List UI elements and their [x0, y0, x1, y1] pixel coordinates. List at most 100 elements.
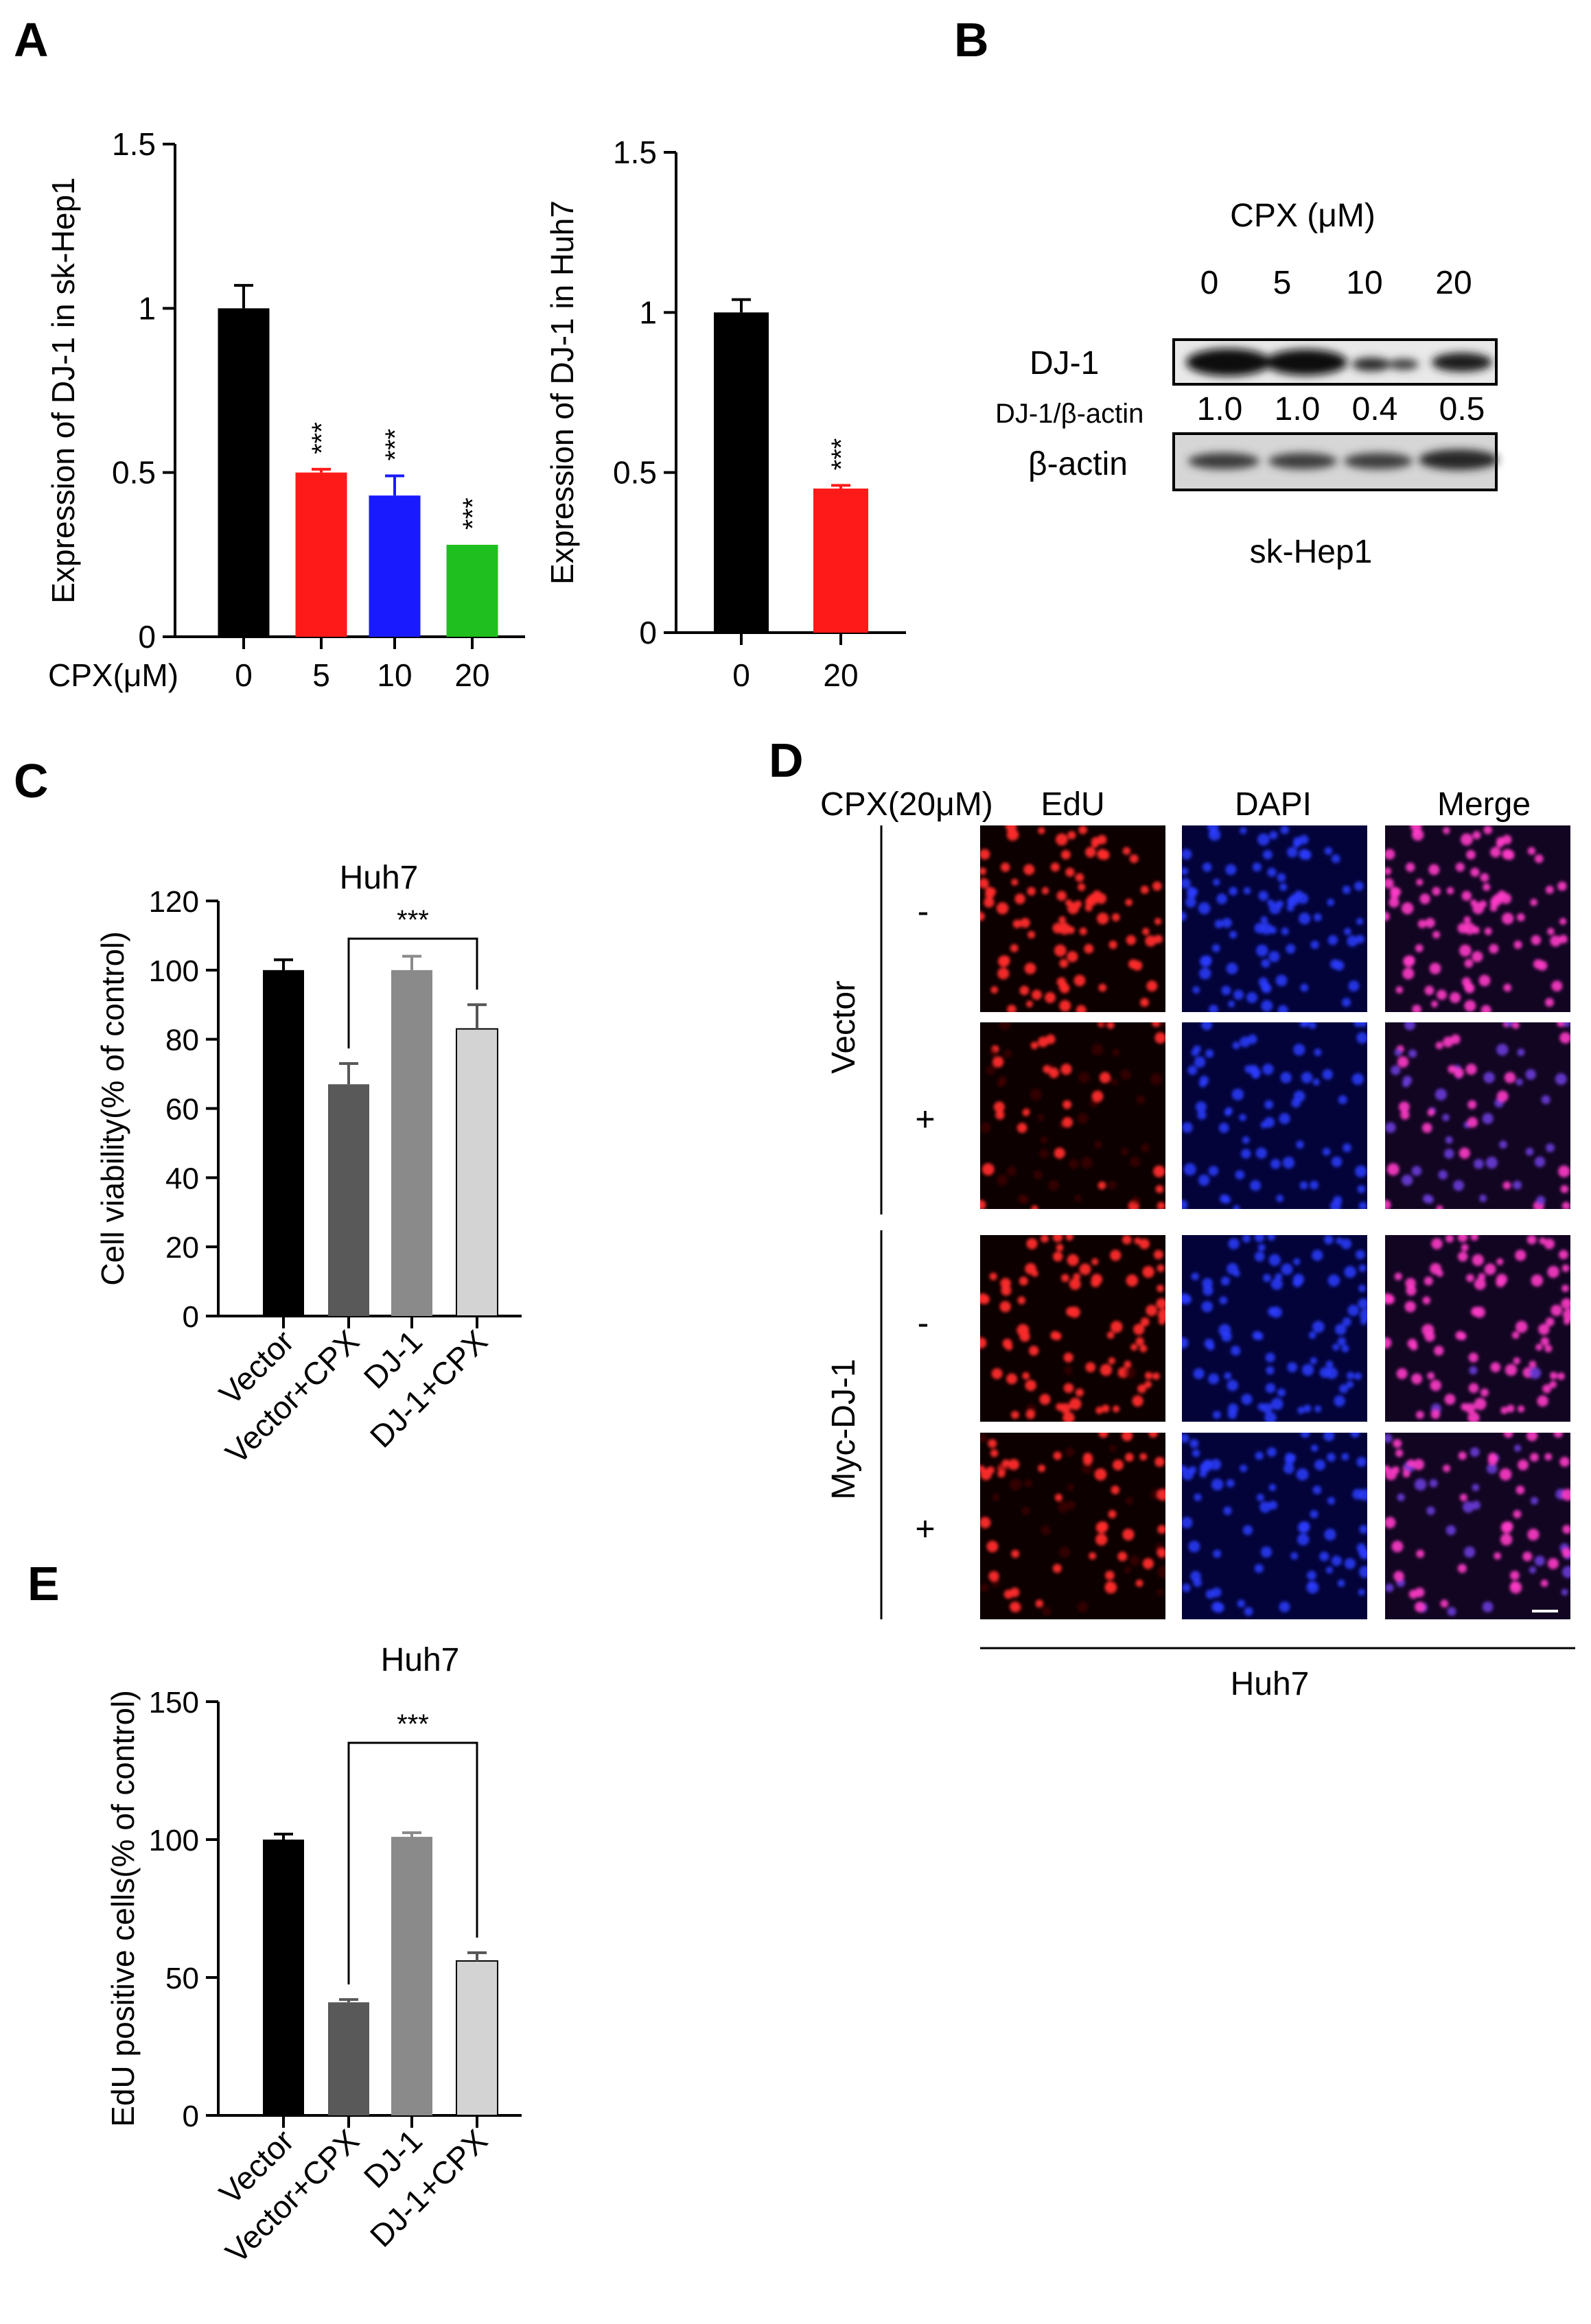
nucleus — [1413, 1459, 1425, 1470]
nucleus — [1555, 1073, 1567, 1085]
nucleus — [1282, 1156, 1294, 1169]
nucleus — [1517, 1048, 1525, 1057]
nucleus — [1049, 1068, 1059, 1079]
nucleus — [1192, 1449, 1200, 1457]
nucleus — [1038, 827, 1045, 834]
nucleus — [1095, 1534, 1108, 1546]
nucleus — [1312, 1321, 1325, 1333]
nucleus — [1542, 1384, 1552, 1394]
nucleus — [1416, 878, 1424, 886]
nucleus — [1395, 986, 1404, 994]
nucleus — [1562, 1308, 1570, 1321]
nucleus — [1412, 1005, 1421, 1012]
nucleus — [1011, 1549, 1020, 1558]
nucleus — [1077, 1601, 1089, 1612]
nucleus — [1112, 1048, 1120, 1057]
nucleus — [1445, 1235, 1454, 1243]
nucleus — [1139, 1239, 1150, 1249]
nucleus — [986, 1065, 996, 1075]
nucleus — [1011, 1411, 1019, 1419]
nucleus — [1045, 991, 1056, 1003]
tile-nuclei — [1385, 1433, 1570, 1616]
nucleus — [1445, 1525, 1456, 1536]
nucleus — [1297, 1534, 1310, 1546]
nucleus — [1058, 916, 1066, 924]
nucleus — [1483, 883, 1491, 891]
nucleus — [1277, 1005, 1288, 1012]
nucleus — [1084, 943, 1094, 954]
nucleus — [1490, 847, 1501, 858]
nucleus — [1513, 1357, 1520, 1365]
nucleus — [1265, 1352, 1275, 1363]
nucleus — [1240, 827, 1247, 834]
nucleus — [1324, 847, 1333, 855]
nucleus — [1463, 982, 1474, 991]
nucleus — [1561, 1566, 1570, 1578]
tile-nuclei — [1182, 825, 1364, 1012]
nucleus — [1145, 935, 1157, 947]
nucleus — [1415, 944, 1424, 952]
nucleus — [1468, 1352, 1478, 1363]
nucleus — [1526, 1433, 1538, 1442]
nucleus — [1325, 1566, 1333, 1574]
nucleus — [1136, 1095, 1146, 1105]
nucleus — [1208, 1373, 1220, 1385]
nucleus — [1490, 1362, 1501, 1372]
nucleus — [1405, 1278, 1416, 1289]
nucleus — [1187, 1065, 1198, 1075]
nucleus — [1154, 935, 1163, 943]
nucleus — [1066, 1306, 1076, 1317]
nucleus — [1022, 1109, 1030, 1116]
nucleus — [980, 1583, 989, 1593]
blot-bands-actin — [1188, 449, 1498, 470]
bar — [456, 1960, 498, 2116]
nucleus — [1032, 989, 1042, 1000]
nucleus — [1025, 1409, 1036, 1420]
nucleus — [1022, 1372, 1030, 1380]
nucleus — [1358, 1298, 1367, 1309]
nucleus — [997, 967, 1010, 980]
nucleus — [1256, 944, 1268, 957]
nucleus — [1214, 919, 1224, 928]
nucleus — [1144, 1381, 1152, 1389]
nucleus — [1502, 913, 1514, 925]
nucleus — [1331, 1556, 1342, 1566]
nucleus — [1443, 1464, 1451, 1472]
nucleus — [1182, 1583, 1191, 1593]
tile-background — [1385, 825, 1570, 1012]
nucleus — [1010, 1601, 1021, 1612]
nucleus — [1205, 1589, 1216, 1599]
chart-a1-djl-sk-hep1: 0 0.5 1 1.5 Expression of DJ-1 in sk-Hep1 CPX… — [45, 126, 525, 693]
nucleus — [1144, 1372, 1153, 1380]
nucleus — [1073, 974, 1086, 987]
nucleus — [1322, 1147, 1331, 1156]
nucleus — [1465, 1402, 1476, 1414]
nucleus — [1140, 885, 1149, 894]
nucleus — [1262, 1402, 1273, 1414]
nucleus — [1018, 1194, 1027, 1204]
nucleus — [1499, 1140, 1507, 1149]
nucleus — [1310, 1510, 1319, 1518]
bar — [456, 1028, 498, 1317]
nucleus — [1402, 1470, 1410, 1478]
nucleus — [1529, 1566, 1536, 1574]
nucleus — [1287, 1362, 1298, 1372]
nucleus — [1327, 1496, 1336, 1505]
nucleus — [1442, 1114, 1450, 1122]
nucleus — [1067, 951, 1078, 963]
nucleus — [1344, 928, 1351, 935]
nucleus — [1465, 1064, 1477, 1075]
nucleus — [1182, 878, 1191, 889]
bar — [328, 1084, 369, 1316]
tile-merge-row1 — [1385, 825, 1570, 1012]
nucleus — [1156, 1298, 1165, 1309]
column-merge: Merge — [1437, 786, 1531, 823]
nucleus — [1404, 955, 1415, 966]
significance-bracket — [347, 1741, 478, 1985]
nucleus — [1513, 1180, 1522, 1190]
nucleus — [1474, 1278, 1486, 1290]
nucleus — [1483, 1072, 1495, 1083]
nucleus — [1048, 1179, 1059, 1191]
nucleus — [1025, 1379, 1036, 1392]
nucleus — [1562, 1022, 1570, 1027]
